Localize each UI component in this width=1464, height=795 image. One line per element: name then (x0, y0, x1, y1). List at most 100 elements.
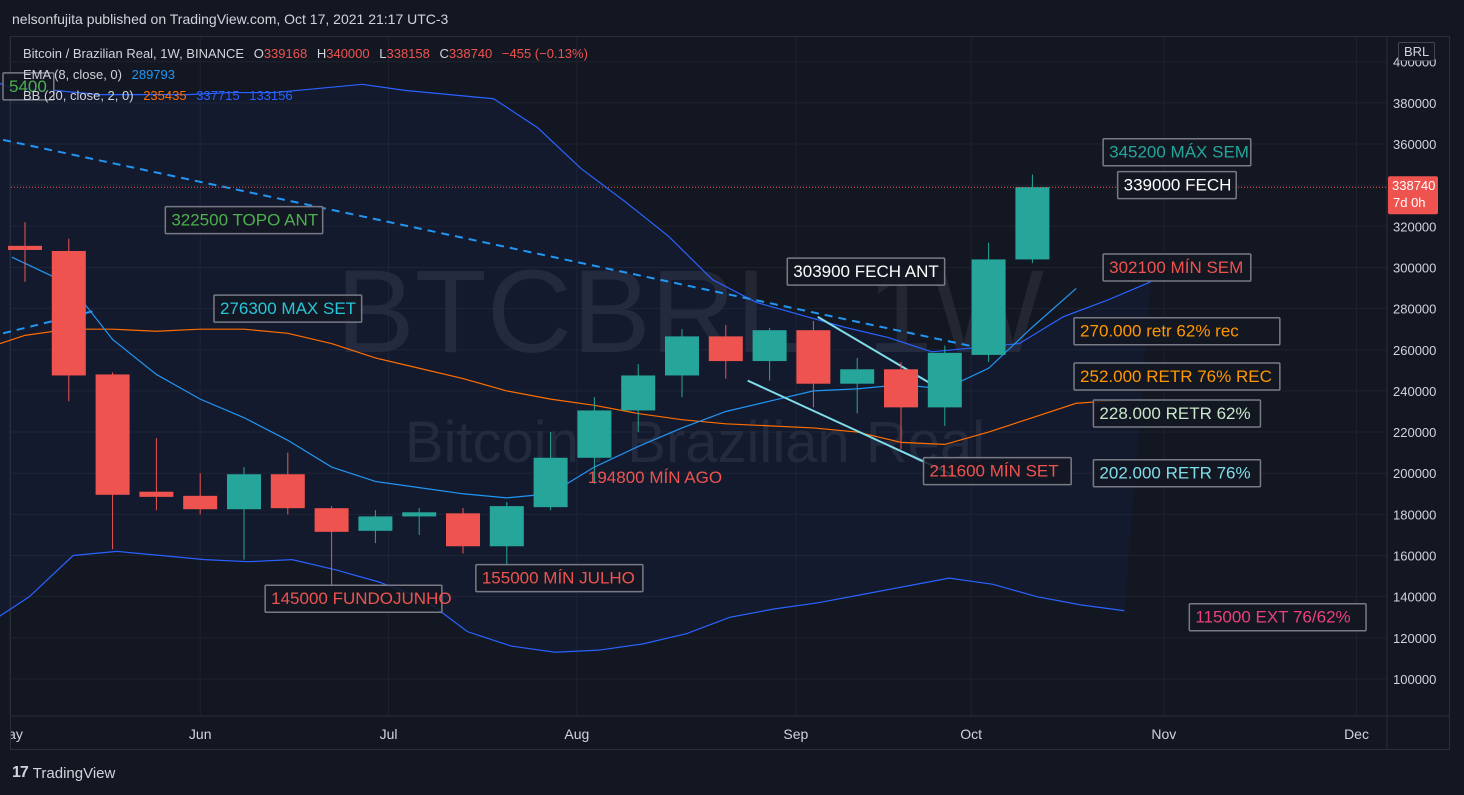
annotation-box (1073, 316, 1281, 346)
annotations: 5400 322500 TOPO ANT 276300 MAX SET 145000 … (2, 72, 1367, 632)
candle-body (533, 457, 568, 508)
price-tick-label: 140000 (1393, 590, 1436, 605)
annotation-box (1092, 458, 1262, 488)
candle-body (270, 474, 305, 509)
legend-ema-value: 289793 (131, 67, 175, 82)
candle-body (840, 369, 875, 384)
legend-ema-label: EMA (8, close, 0) (23, 67, 122, 82)
annotation-box (1188, 602, 1367, 632)
candle-body (971, 259, 1006, 355)
candle-body (489, 506, 524, 547)
annotation-box (164, 205, 324, 235)
annotation-box (1073, 362, 1281, 391)
candle-body (708, 336, 743, 362)
legend-symbol[interactable]: Bitcoin / Brazilian Real, 1W, BINANCE (23, 46, 245, 61)
price-tick-label: 240000 (1393, 384, 1436, 399)
legend-symbol-row: Bitcoin / Brazilian Real, 1W, BINANCE O3… (23, 46, 594, 61)
price-tick-label: 120000 (1393, 631, 1436, 646)
candle-body (665, 336, 699, 376)
time-tick-label: Sep (783, 726, 808, 742)
price-tick-label: 160000 (1393, 549, 1436, 564)
price-tick-label: 320000 (1393, 219, 1436, 234)
annotation-box (922, 456, 1072, 486)
chart-frame[interactable] (10, 36, 1450, 750)
candle-body (577, 410, 612, 458)
annotation-box (1116, 170, 1237, 200)
price-tick-label: 200000 (1393, 466, 1436, 481)
candle-body (183, 495, 218, 510)
annotation-box (264, 584, 443, 613)
price-tick-label: 180000 (1393, 507, 1436, 522)
annotation-label: 228.000 RETR 62% (1099, 404, 1250, 423)
candle-body (446, 513, 480, 547)
annotation-label: 145000 FUNDOJUNHO (271, 589, 451, 608)
annotation-label: 155000 MÍN JULHO (482, 569, 635, 588)
candle-body (51, 250, 86, 376)
last-price-label: 338740 (1392, 178, 1435, 193)
candle-body (139, 491, 174, 497)
time-tick-label: Aug (564, 726, 589, 742)
legend-bb-upper: 337715 (196, 88, 240, 103)
price-tick-label: 360000 (1393, 137, 1436, 152)
annotation-box (786, 257, 946, 286)
publisher-line: nelsonfujita published on TradingView.co… (12, 11, 449, 27)
annotation-label: 211600 MÍN SET (930, 462, 1059, 481)
annotation-box (1092, 399, 1262, 428)
candle-body (621, 375, 656, 411)
legend-ema-row[interactable]: EMA (8, close, 0) 289793 (23, 67, 181, 82)
legend-bb-row[interactable]: BB (20, close, 2, 0) 235435 337715 13315… (23, 88, 299, 103)
legend-bb-basis: 235435 (143, 88, 187, 103)
annotation-label: 252.000 RETR 76% REC (1080, 367, 1272, 386)
candle-body (1015, 187, 1050, 260)
time-tick-label: Dec (1344, 726, 1369, 742)
annotation-label: 302100 MÍN SEM (1109, 258, 1243, 277)
time-axis: May Jun Jul Aug Sep Oct Nov Dec (0, 715, 1449, 742)
last-price-badge (1388, 176, 1438, 215)
price-tick-label: 260000 (1393, 343, 1436, 358)
annotation-label: 270.000 retr 62% rec (1080, 322, 1239, 341)
annotation-label: 339000 FECH (1124, 176, 1232, 195)
time-tick-label: Jul (380, 726, 398, 742)
footer[interactable]: 17 TradingView (12, 764, 115, 782)
annotation-label: 194800 MÍN AGO (588, 468, 722, 487)
bb-lower-line (0, 550, 1125, 653)
candle-body (95, 374, 130, 495)
annotation-label: 202.000 RETR 76% (1099, 464, 1250, 483)
candle-body (8, 245, 42, 250)
currency-badge[interactable]: BRL (1398, 42, 1436, 61)
time-tick-label: Jun (189, 726, 212, 742)
annotation-box (475, 563, 644, 593)
legend-close: C338740 (439, 46, 493, 61)
bb-basis-line (0, 328, 1121, 446)
candle-body (884, 369, 918, 408)
legend-bb-lower: 133156 (249, 88, 293, 103)
candle-body (752, 330, 787, 362)
candle-body (358, 516, 393, 531)
legend-low: L338158 (379, 46, 430, 61)
countdown-label: 7d 0h (1393, 195, 1426, 210)
annotation-label: 115000 EXT 76/62% (1195, 608, 1350, 627)
legend-bb-label: BB (20, close, 2, 0) (23, 88, 134, 103)
legend-change: −455 (−0.13%) (501, 46, 588, 61)
candle-body (227, 474, 261, 510)
tradingview-logo-icon: 17 (12, 764, 29, 781)
candle-body (796, 330, 831, 384)
time-tick-label: Oct (960, 726, 982, 742)
candles (8, 174, 1387, 587)
price-tick-label: 100000 (1393, 672, 1436, 687)
annotation-label: 303900 FECH ANT (793, 262, 939, 281)
time-tick-label: Nov (1151, 726, 1176, 742)
time-tick-label: May (0, 726, 23, 742)
annotation-box (1102, 253, 1252, 282)
candle-body (402, 512, 437, 517)
candle-body (314, 508, 349, 532)
candle-body (927, 352, 962, 408)
annotation-label: 322500 TOPO ANT (171, 211, 318, 230)
annotation-box (213, 294, 363, 323)
annotation-box (2, 72, 55, 101)
price-tick-label: 220000 (1393, 425, 1436, 440)
footer-brand: TradingView (32, 764, 116, 782)
annotation-label: 276300 MAX SET (220, 299, 356, 318)
annotation-label: 5400 (9, 77, 47, 96)
